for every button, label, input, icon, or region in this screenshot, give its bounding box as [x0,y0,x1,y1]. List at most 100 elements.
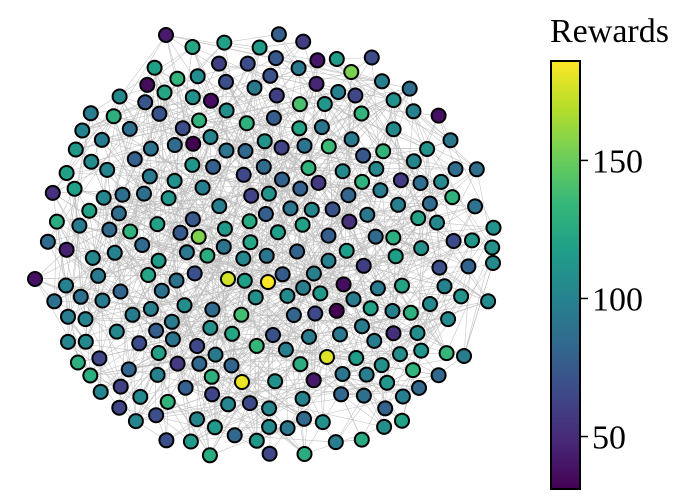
graph-edge [198,236,303,399]
graph-node [333,386,350,403]
graph-edge [150,97,194,149]
graph-node [394,388,411,405]
graph-edge [440,181,454,242]
graph-node [412,175,429,191]
graph-node [146,59,163,76]
graph-node [207,346,224,363]
colorbar-tick-label: 100 [592,281,643,318]
graph-node [411,379,427,396]
graph-edge [90,112,279,233]
graph-node [238,115,255,132]
graph-node [285,307,302,323]
graph-edge [52,192,67,286]
graph-edge [114,148,152,253]
graph-node [313,119,330,136]
graph-edge [85,281,269,320]
graph-node [177,379,194,396]
graph-node [90,267,107,284]
graph-node [265,327,281,343]
graph-node [456,348,472,364]
graph-node [291,120,308,137]
graph-edge [118,213,403,421]
graph-edge [287,295,328,358]
graph-node [270,224,286,241]
graph-edge [460,227,494,297]
graph-node [122,223,139,240]
graph-edge [274,287,304,382]
graph-edge [212,309,310,338]
graph-node [142,300,159,317]
graph-edge [393,99,428,150]
graph-node [99,161,116,178]
graph-node [60,333,76,350]
graph-edge [214,103,326,428]
graph-node [375,143,392,160]
graph-edge [384,262,494,409]
graph-node [112,283,129,300]
graph-node [58,277,74,294]
graph-edge [113,116,143,246]
colorbar-tick-label: 50 [592,420,626,457]
graph-node [442,132,459,149]
graph-edge [436,222,494,228]
graph-node [137,94,154,111]
graph-node [184,211,201,228]
graph-edge [383,150,493,248]
graph-node [124,306,141,323]
graph-edge [192,164,270,194]
graph-node [430,107,447,124]
graph-edge [328,146,414,162]
graph-node [345,291,362,308]
graph-node [216,220,233,237]
graph-node [376,418,393,435]
graph-edge [89,193,145,211]
graph-node [153,282,170,299]
graph-edge [332,209,371,309]
graph-node [261,445,278,462]
graph-edge [380,190,430,204]
graph-node [343,64,360,80]
graph-node [201,447,218,464]
graph-node [385,121,402,138]
graph-edge [176,246,224,281]
colorbar-tick-label: 150 [592,143,643,180]
graph-edge [349,217,419,222]
graph-node [447,161,464,178]
graph-node [385,92,402,109]
graph-edge [198,236,213,310]
graph-edge [392,286,445,312]
graph-node [468,161,485,178]
graph-node [211,198,228,215]
graph-node [182,433,199,450]
graph-node [224,325,241,342]
graph-node [27,271,43,287]
graph-node [239,55,256,72]
graph-node [191,112,208,129]
graph-edge [361,113,415,162]
graph-node [166,172,183,189]
graph-edge [340,394,363,440]
graph-node [291,96,308,113]
graph-node [295,33,312,50]
graph-edge [317,60,394,101]
graph-edge [313,313,316,381]
graph-edge [302,313,316,399]
colorbar: Rewards 50 100 150 [550,13,669,490]
graph-edge [184,227,494,306]
graph-node [379,374,396,391]
graph-edge [400,180,489,302]
graph-node [268,87,285,104]
graph-node [126,151,143,168]
graph-edge [304,426,385,455]
graph-node [348,350,365,366]
graph-node [303,201,320,218]
graph-edge [116,227,494,332]
graph-node [261,400,278,417]
graph-node [294,216,311,233]
graph-node [246,79,263,96]
graph-edge [308,167,363,183]
graph-node [184,39,201,55]
graph-node [194,179,211,196]
graph-node [82,105,99,122]
graph-node [431,259,448,276]
